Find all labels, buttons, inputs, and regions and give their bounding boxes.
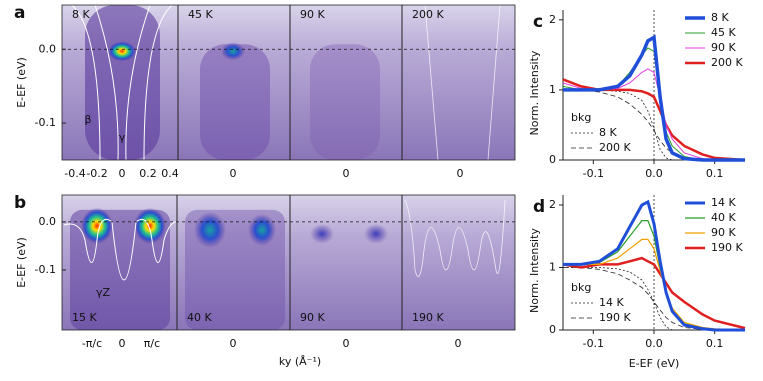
legend-label: 190 K <box>711 241 743 254</box>
x-tick-label: 0.1 <box>706 337 724 350</box>
hot-spot <box>194 211 226 248</box>
hot-spot <box>221 42 245 61</box>
series-line <box>563 34 745 162</box>
x-tick-label: 0.1 <box>706 167 724 180</box>
overlay-curve <box>63 218 179 281</box>
x-axis-label: E-EF (eV) <box>629 357 680 370</box>
legend-title: bkg <box>571 111 591 124</box>
annotation: β <box>84 113 91 126</box>
x-tick-label: 0 <box>119 167 126 180</box>
series-line <box>563 199 745 332</box>
legend-label: 40 K <box>711 211 736 224</box>
series-line <box>562 256 746 330</box>
y-tick-label: -0.1 <box>35 263 56 276</box>
band <box>85 5 160 160</box>
y-tick-label: 0 <box>549 153 556 166</box>
hot-spot <box>81 207 113 244</box>
hot-spot <box>364 223 388 244</box>
panel-label: d <box>533 197 545 217</box>
y-axis-label: Norm. Intensity <box>528 50 541 135</box>
x-tick-label: 0 <box>230 337 237 350</box>
x-tick-label: -0.2 <box>86 167 107 180</box>
x-axis-label: ky (Å⁻¹) <box>279 355 321 368</box>
y-tick-label: 0 <box>549 323 556 336</box>
x-tick-label: 0.2 <box>139 167 157 180</box>
hot-spot <box>310 223 334 244</box>
x-tick-label: 0.0 <box>645 337 663 350</box>
temperature-label: 8 K <box>72 8 90 21</box>
map-frame <box>61 194 516 331</box>
temperature-label: 90 K <box>300 8 325 21</box>
x-tick-label: -0.4 <box>64 167 85 180</box>
x-tick-label: 0.0 <box>645 167 663 180</box>
x-tick-label: -0.1 <box>583 167 604 180</box>
legend-label: 45 K <box>711 26 736 39</box>
y-tick-label: 1 <box>549 83 556 96</box>
legend-label: 8 K <box>599 126 617 139</box>
legend-label: 90 K <box>711 41 736 54</box>
panel-label: a <box>14 3 25 23</box>
y-tick-label: 0.0 <box>39 42 57 55</box>
temperature-label: 40 K <box>187 311 212 324</box>
legend-label: 200 K <box>711 56 743 69</box>
x-tick-label: 0 <box>455 337 462 350</box>
hot-spot <box>248 213 276 246</box>
x-tick-label: -π/c <box>82 337 102 350</box>
temperature-label: 45 K <box>188 8 213 21</box>
temperature-label: 15 K <box>72 311 97 324</box>
overlay-curve <box>424 4 501 161</box>
hot-spot <box>134 207 166 244</box>
y-axis-label: E-EF (eV) <box>15 57 28 108</box>
series-line <box>563 267 745 331</box>
y-tick-label: 0.0 <box>39 215 57 228</box>
temperature-label: 90 K <box>300 311 325 324</box>
x-tick-label: π/c <box>144 337 160 350</box>
band <box>310 44 380 160</box>
x-tick-label: -0.1 <box>583 337 604 350</box>
temperature-label: 200 K <box>412 8 444 21</box>
x-tick-label: 0.4 <box>161 167 179 180</box>
legend-label: 90 K <box>711 226 736 239</box>
hot-spot <box>108 41 136 62</box>
x-tick-label: 0 <box>230 167 237 180</box>
panel-label: c <box>533 12 543 32</box>
legend-label: 14 K <box>711 196 736 209</box>
y-tick-label: 1 <box>549 261 556 274</box>
band <box>200 44 270 160</box>
y-tick-label: -0.1 <box>35 116 56 129</box>
y-tick-label: 2 <box>549 13 556 26</box>
legend-title: bkg <box>571 281 591 294</box>
overlay-curve <box>404 199 506 277</box>
series-line <box>563 89 745 161</box>
annotation: γ <box>119 131 126 144</box>
x-tick-label: 0 <box>343 337 350 350</box>
y-axis-label: Norm. Intensity <box>528 228 541 313</box>
legend-label: 8 K <box>711 11 729 24</box>
temperature-label: 190 K <box>412 311 444 324</box>
map-frame <box>61 4 516 161</box>
series-line <box>563 89 745 161</box>
y-tick-label: 2 <box>549 198 556 211</box>
legend-label: 190 K <box>599 311 631 324</box>
x-tick-label: 0 <box>457 167 464 180</box>
panel-label: b <box>14 193 26 213</box>
x-tick-label: 0 <box>343 167 350 180</box>
legend-label: 200 K <box>599 141 631 154</box>
x-tick-label: 0 <box>119 337 126 350</box>
y-axis-label: E-EF (eV) <box>15 237 28 288</box>
legend-label: 14 K <box>599 296 624 309</box>
overlay-curve <box>71 4 173 161</box>
series-line <box>563 238 746 331</box>
annotation: γZ <box>96 286 111 299</box>
